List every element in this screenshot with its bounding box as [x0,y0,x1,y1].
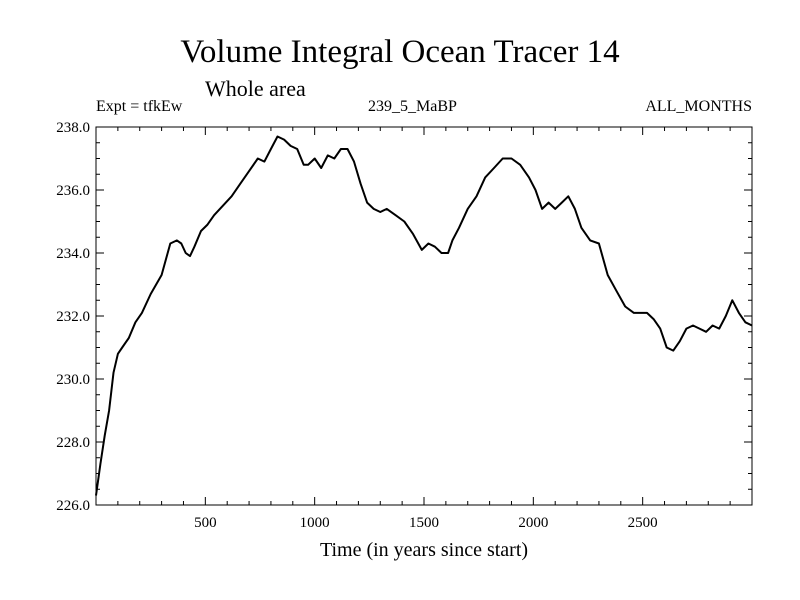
months-label: ALL_MONTHS [645,98,752,115]
series-line [95,135,753,496]
x-tick-label: 2000 [518,515,548,531]
experiment-label: Expt = tfkEw [96,98,183,115]
y-axis: 226.0 228.0 230.0 232.0 234.0 236.0 238.0 [56,120,752,514]
x-tick-label: 1500 [409,515,439,531]
y-tick-label: 238.0 [56,120,90,136]
x-tick-label: 1000 [300,515,330,531]
y-tick-label: 226.0 [56,498,90,514]
y-tick-label: 228.0 [56,435,90,451]
y-tick-label: 230.0 [56,372,90,388]
x-tick-label: 500 [194,515,217,531]
y-tick-label: 234.0 [56,246,90,262]
x-axis-label: Time (in years since start) [320,539,528,561]
y-tick-label: 236.0 [56,183,90,199]
chart-title: Volume Integral Ocean Tracer 14 [180,34,620,70]
x-axis: 500 1000 1500 2000 2500 [117,127,731,531]
period-label: 239_5_MaBP [368,98,457,115]
plot-frame [95,126,753,506]
x-tick-label: 2500 [628,515,658,531]
y-tick-label: 232.0 [56,309,90,325]
chart-subtitle: Whole area [205,76,306,101]
